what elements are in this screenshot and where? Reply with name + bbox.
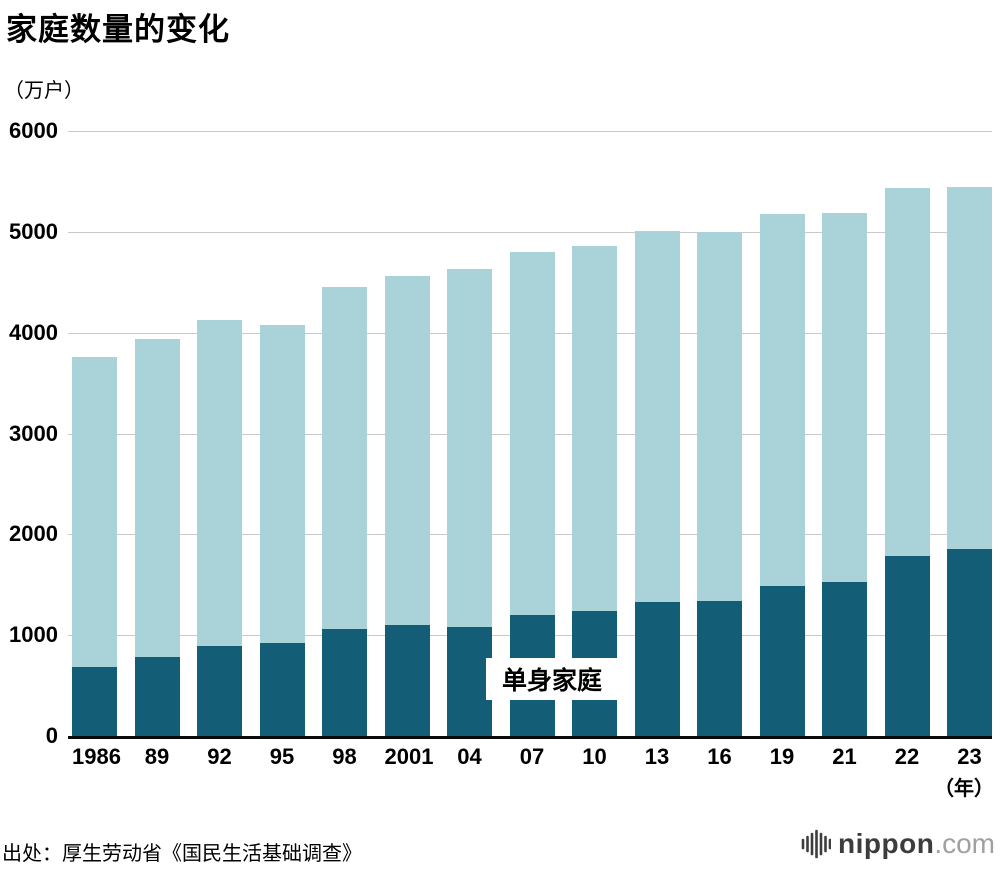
bar-segment-other <box>134 338 180 657</box>
bar-22 <box>884 188 930 736</box>
bar-segment-other <box>759 213 805 586</box>
gridline <box>68 131 992 132</box>
bar-segment-other <box>947 186 992 550</box>
x-tick-label: 21 <box>832 744 857 769</box>
bar-segment-single <box>322 628 367 736</box>
x-tick-label: 98 <box>332 744 357 769</box>
bar-13 <box>634 230 680 736</box>
bar-segment-other <box>634 230 680 602</box>
bar-segment-other <box>447 268 492 627</box>
bar-segment-single <box>759 585 805 736</box>
bar-19 <box>759 213 805 736</box>
logo-tld: .com <box>934 828 995 859</box>
x-tick-label: 89 <box>144 744 170 769</box>
x-tick-label: 92 <box>207 744 232 769</box>
bar-92 <box>197 320 242 736</box>
x-tick-label: 22 <box>894 744 920 769</box>
bar-segment-other <box>384 275 430 625</box>
y-tick-label: 6000 <box>9 118 58 143</box>
x-tick-label: 95 <box>269 744 295 769</box>
y-tick-label: 0 <box>45 723 58 748</box>
bar-1986 <box>72 357 117 736</box>
bar-segment-single <box>134 656 180 736</box>
bar-segment-other <box>697 232 742 601</box>
x-tick-label: 1986 <box>72 744 121 769</box>
bar-segment-other <box>72 357 117 668</box>
bar-segment-single <box>197 645 242 736</box>
bar-segment-other <box>509 251 555 616</box>
x-tick-label: 2001 <box>384 744 434 769</box>
bar-segment-single <box>884 556 930 736</box>
x-tick-label: 19 <box>769 744 795 769</box>
bar-segment-single <box>634 602 680 736</box>
annotation-label: 单身家庭 <box>486 658 619 700</box>
x-tick-label: 13 <box>644 744 670 769</box>
y-tick-label: 3000 <box>9 420 58 446</box>
nippon-logo: nippon.com <box>801 828 995 860</box>
x-tick-label: 10 <box>582 744 607 769</box>
source-text: 出处：厚生劳动省《国民生活基础调查》 <box>2 843 362 865</box>
bar-89 <box>134 338 180 736</box>
x-tick-label: 07 <box>519 744 545 769</box>
bar-segment-other <box>197 320 242 646</box>
plot-area: 单身家庭 <box>68 131 992 739</box>
bar-07 <box>509 251 555 736</box>
x-tick-label: 16 <box>707 744 732 769</box>
x-tick-label: 23 <box>957 744 982 769</box>
bar-segment-other <box>822 212 867 582</box>
bar-segment-other <box>884 188 930 557</box>
bar-segment-single <box>822 581 867 736</box>
bar-21 <box>822 212 867 736</box>
logo-name: nippon <box>838 828 935 859</box>
y-tick-label: 5000 <box>9 218 58 244</box>
bar-segment-single <box>259 643 305 736</box>
y-tick-label: 1000 <box>9 622 58 648</box>
bar-segment-single <box>384 624 430 736</box>
bar-23 <box>947 186 992 736</box>
bar-series <box>72 131 992 736</box>
bar-segment-other <box>572 245 617 612</box>
bar-segment-single <box>447 626 492 736</box>
y-tick-label: 2000 <box>9 521 58 547</box>
x-tick-label: 04 <box>457 744 482 769</box>
bar-segment-other <box>322 287 367 629</box>
bar-2001 <box>384 275 430 736</box>
chart-title: 家庭数量的变化 <box>6 12 230 47</box>
x-axis-unit-label: （年） <box>934 778 994 800</box>
gridline <box>68 231 992 233</box>
bar-16 <box>697 232 742 736</box>
bar-segment-single <box>72 667 117 736</box>
nippon-logo-icon <box>801 829 832 859</box>
bar-98 <box>322 287 367 736</box>
bar-segment-single <box>697 600 742 736</box>
y-axis-unit-label: （万户） <box>4 80 84 102</box>
x-axis-tick-labels: 1986 89 92 95 98 2001 04 07 10 13 16 19 21 22 23 <box>72 744 992 770</box>
bar-segment-other <box>259 324 305 644</box>
bar-95 <box>259 324 305 736</box>
y-tick-label: 4000 <box>9 319 58 345</box>
bar-segment-single <box>947 549 992 736</box>
bar-04 <box>447 268 492 736</box>
